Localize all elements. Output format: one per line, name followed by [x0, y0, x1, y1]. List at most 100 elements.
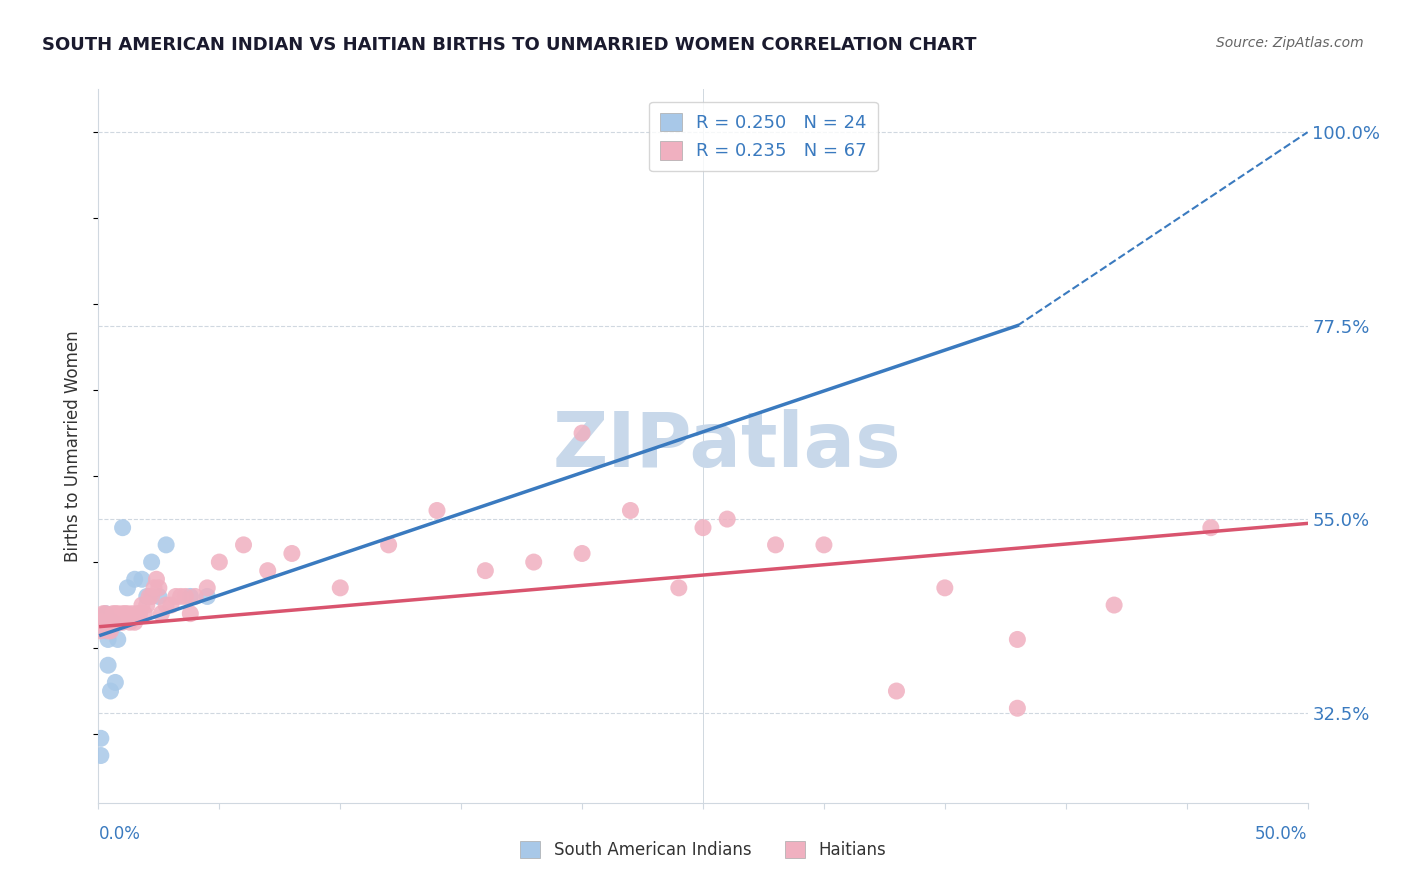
Point [145, 572, 167, 586]
Point [813, 538, 835, 552]
Point [1007, 632, 1029, 647]
Point [127, 607, 149, 621]
Point [377, 538, 399, 552]
Point [571, 546, 593, 560]
Point [101, 607, 124, 621]
Point [97, 624, 120, 638]
Point [90, 615, 112, 630]
Point [134, 607, 156, 621]
Point [184, 590, 207, 604]
Point [117, 607, 139, 621]
Point [100, 684, 122, 698]
Point [124, 615, 146, 630]
Point [668, 581, 690, 595]
Point [100, 615, 122, 630]
Point [426, 503, 449, 517]
Point [97, 615, 120, 630]
Point [107, 632, 129, 647]
Point [160, 598, 183, 612]
Point [90, 615, 112, 630]
Text: 0.0%: 0.0% [98, 825, 141, 843]
Point [124, 572, 146, 586]
Point [100, 615, 122, 630]
Point [232, 538, 254, 552]
Point [108, 615, 131, 630]
Y-axis label: Births to Unmarried Women: Births to Unmarried Women [65, 330, 83, 562]
Point [135, 598, 157, 612]
Point [104, 615, 127, 630]
Point [90, 624, 112, 638]
Text: 50.0%: 50.0% [1256, 825, 1308, 843]
Point [329, 581, 352, 595]
Point [107, 607, 129, 621]
Point [94, 615, 117, 630]
Point [1102, 598, 1125, 612]
Point [131, 598, 153, 612]
Text: Source: ZipAtlas.com: Source: ZipAtlas.com [1216, 36, 1364, 50]
Point [169, 590, 191, 604]
Point [101, 615, 124, 630]
Point [150, 607, 173, 621]
Point [165, 590, 187, 604]
Point [148, 581, 170, 595]
Point [128, 607, 150, 621]
Point [90, 748, 112, 763]
Point [195, 590, 218, 604]
Point [117, 581, 139, 595]
Legend: R = 0.250   N = 24, R = 0.235   N = 67: R = 0.250 N = 24, R = 0.235 N = 67 [650, 102, 877, 171]
Point [765, 538, 787, 552]
Point [571, 426, 593, 441]
Point [107, 615, 129, 630]
Point [97, 632, 120, 647]
Text: SOUTH AMERICAN INDIAN VS HAITIAN BIRTHS TO UNMARRIED WOMEN CORRELATION CHART: SOUTH AMERICAN INDIAN VS HAITIAN BIRTHS … [42, 36, 977, 54]
Point [100, 624, 122, 638]
Point [91, 607, 114, 621]
Point [114, 607, 136, 621]
Point [94, 607, 117, 621]
Point [148, 590, 170, 604]
Point [174, 590, 197, 604]
Point [111, 521, 134, 535]
Point [934, 581, 956, 595]
Point [111, 607, 134, 621]
Point [118, 615, 141, 630]
Point [523, 555, 546, 569]
Point [155, 598, 177, 612]
Point [195, 581, 218, 595]
Point [91, 615, 114, 630]
Point [281, 546, 304, 560]
Point [94, 607, 117, 621]
Point [90, 731, 112, 746]
Point [111, 615, 134, 630]
Point [91, 615, 114, 630]
Point [91, 615, 114, 630]
Point [886, 684, 908, 698]
Point [716, 512, 738, 526]
Point [208, 555, 231, 569]
Point [138, 590, 160, 604]
Point [94, 615, 117, 630]
Point [692, 521, 714, 535]
Point [256, 564, 278, 578]
Point [121, 607, 143, 621]
Point [100, 615, 122, 630]
Point [141, 555, 163, 569]
Point [97, 615, 120, 630]
Point [179, 590, 201, 604]
Point [474, 564, 496, 578]
Point [619, 503, 641, 517]
Point [94, 615, 117, 630]
Point [131, 572, 153, 586]
Point [135, 590, 157, 604]
Point [143, 581, 166, 595]
Point [91, 615, 114, 630]
Point [97, 658, 120, 673]
Point [94, 624, 117, 638]
Legend: South American Indians, Haitians: South American Indians, Haitians [513, 834, 893, 866]
Text: ZIPatlas: ZIPatlas [553, 409, 901, 483]
Point [1199, 521, 1222, 535]
Point [141, 590, 163, 604]
Point [155, 538, 177, 552]
Point [104, 607, 127, 621]
Point [179, 607, 201, 621]
